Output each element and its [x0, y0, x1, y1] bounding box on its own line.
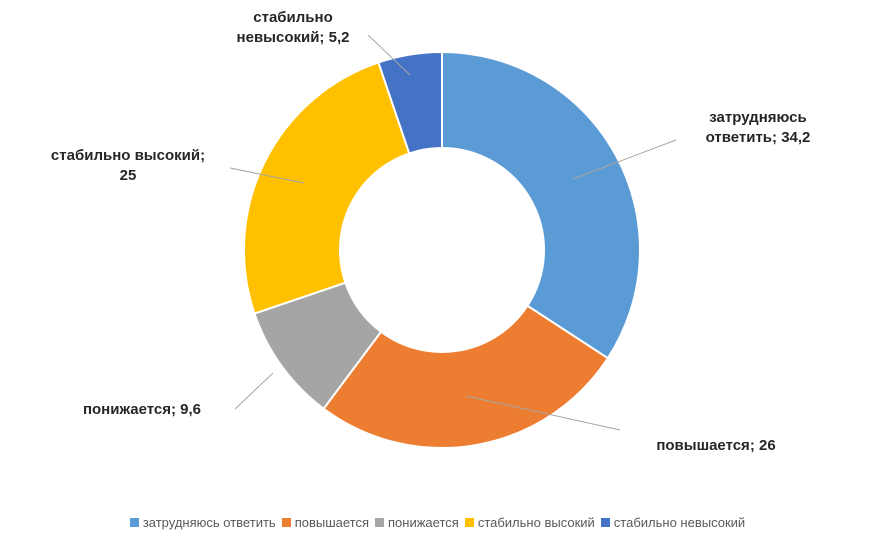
legend-swatch	[375, 517, 385, 527]
legend-item-5: стабильно невысокий	[600, 514, 746, 530]
legend: затрудняюсь ответить повышается понижается…	[0, 512, 875, 532]
data-label-3: понижается; 9,6	[83, 401, 201, 418]
leader-line-1	[572, 139, 677, 180]
donut-slice-4	[243, 61, 411, 315]
leader-line-4	[229, 167, 305, 184]
legend-item-3: понижается	[375, 515, 459, 530]
donut-slice-2	[322, 304, 610, 449]
donut-slice-1	[441, 50, 641, 360]
donut-chart: затрудняюсь ответить; 34,2 повышается; 26 п…	[51, 9, 811, 454]
data-label-2: повышается; 26	[656, 437, 775, 454]
legend-label: понижается	[388, 514, 459, 530]
legend-swatch	[600, 517, 610, 527]
data-label-1: затрудняюсь ответить; 34,2	[706, 109, 811, 146]
legend-swatch	[129, 517, 139, 527]
legend-swatch	[464, 517, 474, 527]
data-label-5: стабильно невысокий; 5,2	[237, 9, 350, 46]
leader-line-3	[234, 372, 274, 410]
legend-item-2: повышается	[281, 514, 370, 530]
legend-label: повышается	[294, 514, 370, 530]
legend-item-4: стабильно высокий	[464, 514, 595, 530]
leader-line-2	[465, 395, 621, 431]
legend-label: затрудняюсь ответить	[142, 514, 276, 530]
donut-slice-5	[377, 50, 443, 155]
legend-item-1: затрудняюсь ответить	[129, 514, 276, 530]
leader-line-5	[367, 34, 411, 76]
legend-label: стабильно высокий	[477, 514, 595, 530]
legend-label: стабильно невысокий	[613, 514, 746, 530]
data-label-4: стабильно высокий; 25	[51, 147, 205, 184]
legend-swatch	[281, 517, 291, 527]
